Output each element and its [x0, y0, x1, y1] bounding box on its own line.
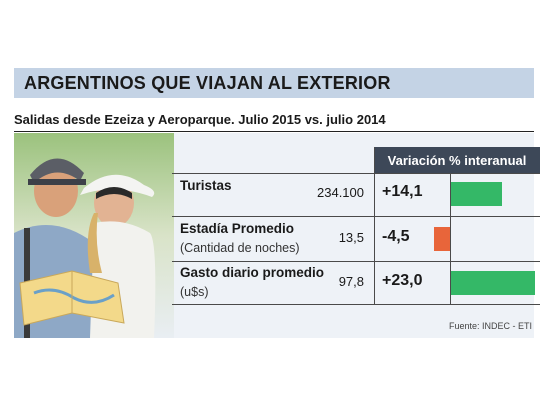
row-divider [172, 304, 540, 305]
row-label-turistas: Turistas [180, 178, 232, 193]
title-bar: ARGENTINOS QUE VIAJAN AL EXTERIOR [14, 68, 534, 98]
bar-estadia [433, 227, 450, 251]
tourists-photo [14, 133, 174, 338]
bar-turistas [451, 182, 503, 206]
bar-gasto [451, 271, 535, 295]
subtitle-divider [14, 131, 534, 132]
chart-subtitle: Salidas desde Ezeiza y Aeroparque. Julio… [14, 112, 386, 127]
row-variation-turistas: +14,1 [382, 183, 423, 200]
row-sublabel-estadia: (Cantidad de noches) [180, 241, 300, 255]
data-table: Variación % interanual Turistas 234.100 … [172, 133, 540, 338]
row-variation-estadia: -4,5 [382, 228, 410, 245]
row-divider [172, 261, 540, 262]
row-sublabel-gasto: (u$s) [180, 285, 209, 299]
row-label-estadia: Estadía Promedio [180, 221, 295, 236]
row-divider [172, 216, 540, 217]
variation-header: Variación % interanual [374, 147, 540, 173]
row-variation-gasto: +23,0 [382, 272, 423, 289]
chart-title: ARGENTINOS QUE VIAJAN AL EXTERIOR [24, 73, 391, 93]
row-value-turistas: 234.100 [317, 185, 364, 200]
source-note: Fuente: INDEC - ETI [448, 321, 532, 331]
row-value-gasto: 97,8 [338, 274, 364, 289]
infographic-panel: Variación % interanual Turistas 234.100 … [14, 133, 540, 338]
column-divider [374, 147, 375, 304]
row-value-estadia: 13,5 [338, 230, 364, 245]
row-divider [172, 173, 540, 174]
bar-axis [450, 173, 451, 304]
row-label-gasto: Gasto diario promedio [180, 265, 325, 280]
